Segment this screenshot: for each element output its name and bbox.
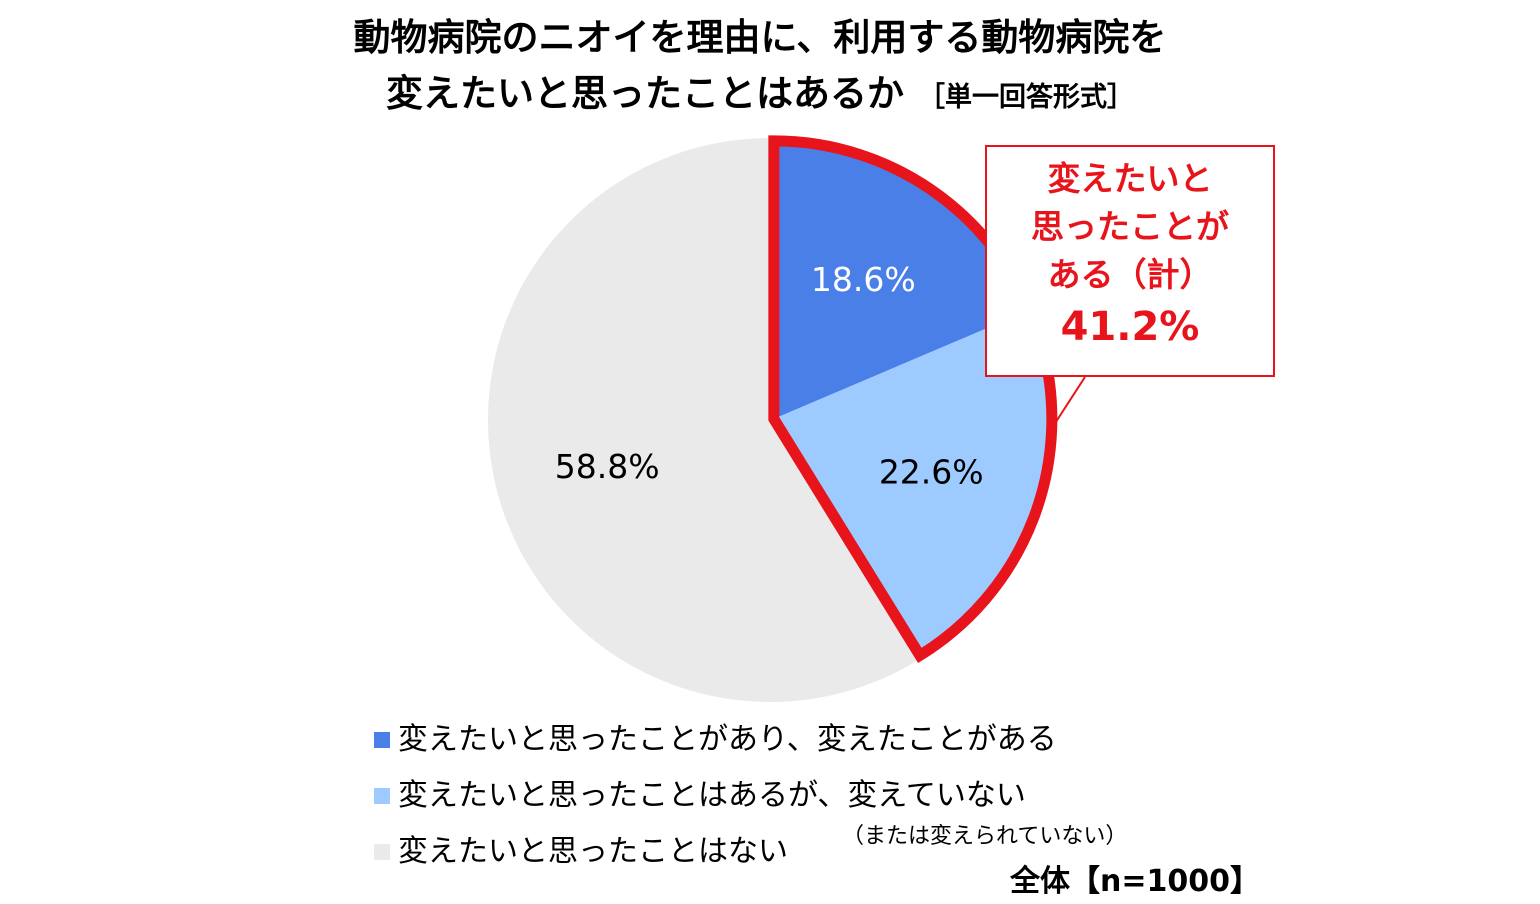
data-label-never-wanted: 58.8% xyxy=(555,447,660,486)
highlight-callout-box: 変えたいと 思ったことが ある（計） 41.2% xyxy=(985,145,1275,377)
legend-label-changed: 変えたいと思ったことがあり、変えたことがある xyxy=(398,722,1057,757)
chart-title-line1: 動物病院のニオイを理由に、利用する動物病院を xyxy=(353,16,1167,59)
pie-slice-never-wanted xyxy=(488,138,919,702)
data-label-wanted-not-changed: 22.6% xyxy=(879,452,984,491)
callout-leader-line xyxy=(1051,376,1086,429)
callout-total-value: 41.2% xyxy=(1060,304,1200,350)
answer-format-note: ［単一回答形式］ xyxy=(918,82,1134,113)
callout-line-1: 変えたいと xyxy=(1047,159,1213,198)
pie-slice-wanted-not-changed xyxy=(773,310,1052,656)
legend-label-never-wanted: 変えたいと思ったことはない xyxy=(398,834,788,869)
pie-slice-changed xyxy=(773,140,1030,419)
chart-title-text: 変えたいと思ったことはあるか xyxy=(386,72,904,115)
legend-swatch-changed xyxy=(374,732,390,748)
sample-size-label: 全体【n=1000】 xyxy=(1010,864,1260,899)
chart-title-line2: 変えたいと思ったことはあるか ［単一回答形式］ xyxy=(0,70,1530,122)
callout-line-2: 思ったことが xyxy=(1031,207,1229,246)
legend-swatch-wanted-not-changed xyxy=(374,788,390,804)
data-label-changed: 18.6% xyxy=(811,260,916,299)
legend-extra-note: （または変えられていない） xyxy=(842,824,1128,849)
legend-label-wanted-not-changed: 変えたいと思ったことはあるが、変えていない xyxy=(398,778,1026,813)
legend-swatch-never-wanted xyxy=(374,844,390,860)
callout-line-3: ある（計） xyxy=(1047,255,1213,294)
